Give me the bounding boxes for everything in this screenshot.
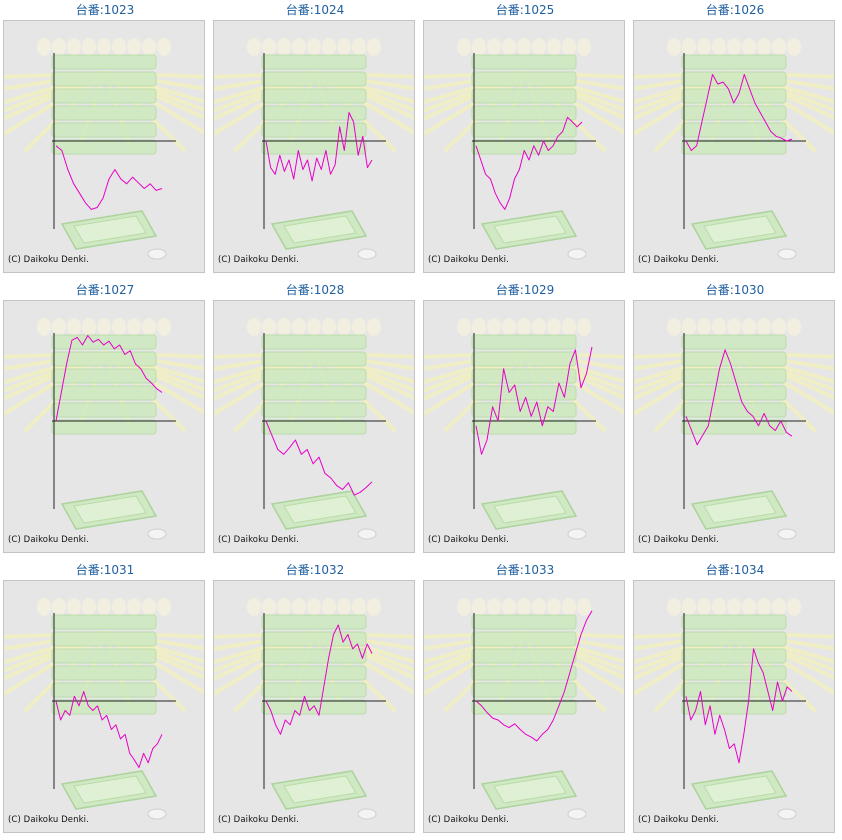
chart-cell: 台番:1029 (C) Daikoku Denki. bbox=[420, 280, 630, 560]
background-art bbox=[424, 598, 624, 820]
copyright-text: (C) Daikoku Denki. bbox=[638, 255, 719, 265]
background-art bbox=[424, 318, 624, 540]
chart-svg bbox=[214, 38, 414, 260]
series-line bbox=[265, 112, 373, 182]
background-art bbox=[634, 38, 834, 260]
copyright-text: (C) Daikoku Denki. bbox=[428, 815, 509, 825]
chart-svg bbox=[4, 38, 204, 260]
chart-cell: 台番:1033 (C) Daikoku Denki. bbox=[420, 560, 630, 840]
chart-panel: (C) Daikoku Denki. bbox=[3, 300, 205, 553]
chart-cell: 台番:1030 (C) Daikoku Denki. bbox=[630, 280, 840, 560]
chart-cell: 台番:1023 (C) Daikoku Denki. bbox=[0, 0, 210, 280]
chart-panel: (C) Daikoku Denki. bbox=[213, 580, 415, 833]
chart-title[interactable]: 台番:1028 bbox=[285, 283, 345, 297]
chart-panel: (C) Daikoku Denki. bbox=[633, 300, 835, 553]
chart-svg bbox=[424, 598, 624, 820]
series-line bbox=[265, 624, 373, 735]
series-line bbox=[685, 349, 793, 446]
background-art bbox=[4, 38, 204, 260]
chart-svg bbox=[214, 318, 414, 540]
chart-cell: 台番:1028 (C) Daikoku Denki. bbox=[210, 280, 420, 560]
chart-panel: (C) Daikoku Denki. bbox=[633, 580, 835, 833]
chart-panel: (C) Daikoku Denki. bbox=[213, 300, 415, 553]
chart-title[interactable]: 台番:1033 bbox=[495, 563, 555, 577]
chart-svg bbox=[214, 598, 414, 820]
background-art bbox=[634, 318, 834, 540]
series-line bbox=[685, 648, 793, 764]
background-art bbox=[4, 318, 204, 540]
copyright-text: (C) Daikoku Denki. bbox=[8, 815, 89, 825]
chart-cell: 台番:1025 (C) Daikoku Denki. bbox=[420, 0, 630, 280]
background-art bbox=[214, 598, 414, 820]
background-art bbox=[214, 38, 414, 260]
copyright-text: (C) Daikoku Denki. bbox=[8, 535, 89, 545]
background-art bbox=[424, 38, 624, 260]
chart-cell: 台番:1032 (C) Daikoku Denki. bbox=[210, 560, 420, 840]
chart-cell: 台番:1034 (C) Daikoku Denki. bbox=[630, 560, 840, 840]
chart-panel: (C) Daikoku Denki. bbox=[3, 580, 205, 833]
series-line bbox=[265, 420, 373, 496]
chart-panel: (C) Daikoku Denki. bbox=[423, 20, 625, 273]
chart-cell: 台番:1027 (C) Daikoku Denki. bbox=[0, 280, 210, 560]
copyright-text: (C) Daikoku Denki. bbox=[8, 255, 89, 265]
chart-panel: (C) Daikoku Denki. bbox=[423, 300, 625, 553]
chart-title[interactable]: 台番:1029 bbox=[495, 283, 555, 297]
copyright-text: (C) Daikoku Denki. bbox=[638, 535, 719, 545]
copyright-text: (C) Daikoku Denki. bbox=[638, 815, 719, 825]
copyright-text: (C) Daikoku Denki. bbox=[218, 255, 299, 265]
copyright-text: (C) Daikoku Denki. bbox=[218, 815, 299, 825]
series-line bbox=[475, 610, 593, 742]
chart-title[interactable]: 台番:1025 bbox=[495, 3, 555, 17]
chart-title[interactable]: 台番:1023 bbox=[75, 3, 135, 17]
series-line bbox=[55, 335, 163, 422]
chart-panel: (C) Daikoku Denki. bbox=[633, 20, 835, 273]
series-line bbox=[685, 74, 793, 151]
chart-svg bbox=[634, 318, 834, 540]
chart-title[interactable]: 台番:1031 bbox=[75, 563, 135, 577]
copyright-text: (C) Daikoku Denki. bbox=[428, 255, 509, 265]
background-art bbox=[4, 598, 204, 820]
chart-cell: 台番:1026 (C) Daikoku Denki. bbox=[630, 0, 840, 280]
chart-svg bbox=[634, 38, 834, 260]
chart-svg bbox=[424, 38, 624, 260]
chart-title[interactable]: 台番:1034 bbox=[705, 563, 765, 577]
chart-svg bbox=[4, 318, 204, 540]
series-line bbox=[55, 691, 163, 768]
chart-title[interactable]: 台番:1024 bbox=[285, 3, 345, 17]
chart-title[interactable]: 台番:1026 bbox=[705, 3, 765, 17]
copyright-text: (C) Daikoku Denki. bbox=[218, 535, 299, 545]
background-art bbox=[634, 598, 834, 820]
chart-svg bbox=[4, 598, 204, 820]
chart-panel: (C) Daikoku Denki. bbox=[213, 20, 415, 273]
copyright-text: (C) Daikoku Denki. bbox=[428, 535, 509, 545]
series-line bbox=[55, 145, 163, 210]
chart-title[interactable]: 台番:1030 bbox=[705, 283, 765, 297]
chart-svg bbox=[424, 318, 624, 540]
background-art bbox=[214, 318, 414, 540]
chart-svg bbox=[634, 598, 834, 820]
series-line bbox=[475, 346, 593, 455]
series-line bbox=[475, 116, 583, 210]
chart-panel: (C) Daikoku Denki. bbox=[423, 580, 625, 833]
chart-cell: 台番:1024 (C) Daikoku Denki. bbox=[210, 0, 420, 280]
chart-title[interactable]: 台番:1032 bbox=[285, 563, 345, 577]
chart-title[interactable]: 台番:1027 bbox=[75, 283, 135, 297]
chart-panel: (C) Daikoku Denki. bbox=[3, 20, 205, 273]
chart-cell: 台番:1031 (C) Daikoku Denki. bbox=[0, 560, 210, 840]
